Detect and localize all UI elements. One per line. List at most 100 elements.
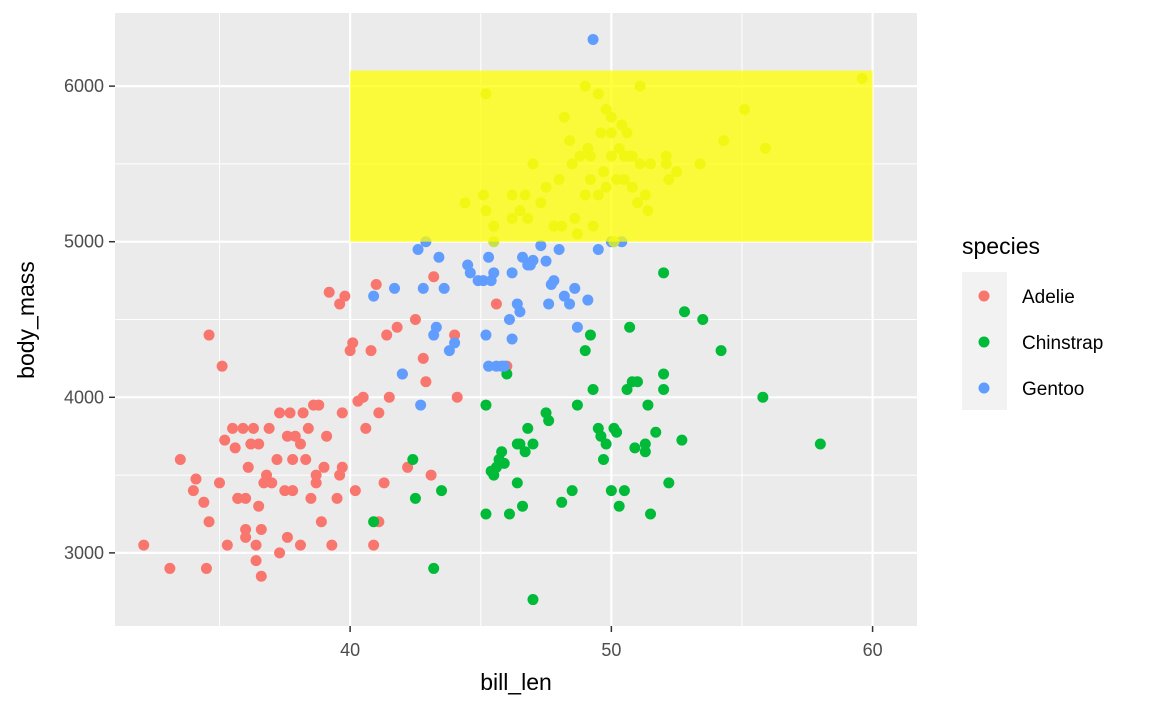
data-point <box>503 508 515 520</box>
data-point <box>592 243 604 255</box>
data-point <box>483 251 495 263</box>
data-point <box>658 267 670 279</box>
data-point <box>605 485 617 497</box>
data-point <box>645 508 657 520</box>
data-point <box>334 298 346 310</box>
y-axis-title: body_mass <box>13 261 39 379</box>
data-point <box>642 399 654 411</box>
data-point <box>174 454 186 466</box>
data-point <box>281 430 293 442</box>
data-point <box>571 399 583 411</box>
data-point <box>240 524 252 536</box>
data-point <box>287 485 299 497</box>
data-point <box>658 368 670 380</box>
data-point <box>697 314 709 325</box>
data-point <box>517 251 529 263</box>
data-point <box>274 407 286 419</box>
data-point <box>506 267 518 279</box>
x-tick-label: 40 <box>340 640 360 660</box>
data-point <box>449 329 461 341</box>
legend-key-adelie <box>978 290 990 302</box>
data-point <box>391 321 403 333</box>
data-point <box>318 461 330 473</box>
data-point <box>287 454 299 466</box>
data-point <box>553 243 565 255</box>
data-point <box>598 454 610 466</box>
data-point <box>527 438 539 450</box>
data-point <box>595 430 607 442</box>
data-point <box>313 399 325 411</box>
data-point <box>229 442 241 454</box>
data-point <box>438 282 450 294</box>
data-point <box>305 492 317 504</box>
data-point <box>558 290 570 302</box>
x-tick-label: 60 <box>863 640 883 660</box>
data-point <box>331 492 343 504</box>
data-point <box>663 477 675 489</box>
data-point <box>433 251 445 263</box>
x-axis-title: bill_len <box>480 669 552 695</box>
data-point <box>676 434 688 446</box>
y-tick-label: 4000 <box>64 387 104 407</box>
data-point <box>566 485 578 497</box>
data-point <box>190 473 202 485</box>
data-point <box>480 508 492 520</box>
data-point <box>240 492 252 504</box>
data-point <box>480 399 492 411</box>
y-tick-label: 5000 <box>64 232 104 252</box>
data-point <box>203 329 215 341</box>
data-point <box>483 360 495 372</box>
data-point <box>428 271 440 283</box>
data-point <box>511 438 523 450</box>
data-point <box>368 539 380 551</box>
legend-title: species <box>962 233 1040 259</box>
data-point <box>310 477 322 489</box>
data-point <box>430 321 442 333</box>
data-point <box>449 337 461 349</box>
data-point <box>347 337 359 349</box>
data-point <box>540 255 552 267</box>
data-point <box>164 562 176 574</box>
data-point <box>814 438 826 450</box>
highlight-rectangle <box>350 70 873 242</box>
data-point <box>370 278 382 290</box>
data-point <box>310 469 322 481</box>
legend-key-gentoo <box>978 382 990 394</box>
data-point <box>227 422 239 434</box>
data-point <box>409 314 421 325</box>
data-point <box>600 438 612 450</box>
data-point <box>629 442 641 454</box>
data-point <box>480 329 492 341</box>
data-point <box>420 376 432 388</box>
data-point <box>187 485 199 497</box>
data-point <box>556 496 568 508</box>
data-point <box>368 290 380 302</box>
data-point <box>564 298 576 310</box>
data-point <box>425 469 437 481</box>
data-point <box>524 259 536 271</box>
data-point <box>621 384 633 396</box>
data-point <box>519 446 531 458</box>
data-point <box>618 485 630 497</box>
y-tick-label: 6000 <box>64 76 104 96</box>
data-point <box>582 294 594 306</box>
data-point <box>336 461 348 473</box>
data-point <box>417 352 429 364</box>
data-point <box>417 282 429 294</box>
legend-key-chinstrap <box>978 336 990 348</box>
data-point <box>357 391 369 403</box>
data-point <box>203 516 215 528</box>
data-point <box>757 391 769 403</box>
data-point <box>409 492 421 504</box>
data-point <box>247 422 259 434</box>
data-point <box>587 33 599 45</box>
data-point <box>428 562 440 574</box>
data-point <box>240 531 252 543</box>
data-point <box>383 391 395 403</box>
data-point <box>503 314 515 325</box>
data-point <box>412 243 424 255</box>
data-point <box>336 407 348 419</box>
data-point <box>402 461 414 473</box>
data-point <box>543 415 555 427</box>
